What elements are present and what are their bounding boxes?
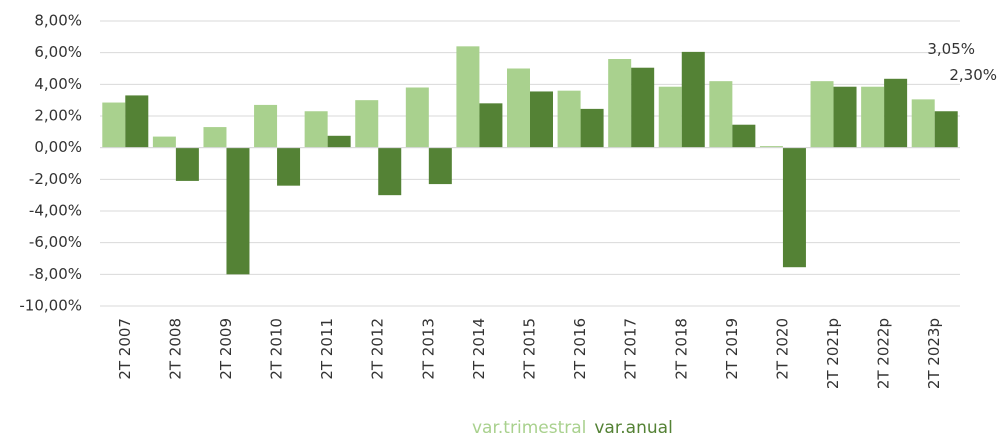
bar — [884, 78, 908, 148]
bar — [709, 81, 733, 148]
x-tick-label: 2T 2016 — [571, 318, 589, 380]
legend-entry: var.trimestral — [472, 418, 586, 438]
y-tick-label: -2,00% — [29, 170, 82, 188]
x-tick-label: 2T 2011 — [318, 318, 336, 380]
bar — [175, 147, 199, 181]
x-tick-label: 2T 2012 — [369, 318, 387, 380]
x-tick-label: 2T 2020 — [773, 318, 791, 380]
x-tick-label: 2T 2019 — [723, 318, 741, 380]
bar — [102, 102, 126, 148]
bar — [254, 104, 278, 148]
bar — [530, 91, 553, 148]
x-tick-label: 2T 2007 — [116, 318, 134, 380]
y-tick-label: -10,00% — [19, 297, 82, 315]
bar — [759, 146, 783, 148]
bar — [277, 147, 301, 186]
bar — [226, 147, 250, 275]
legend-entry: var.anual — [594, 418, 672, 438]
bar — [580, 108, 604, 148]
y-tick-label: -8,00% — [29, 265, 82, 283]
bar — [327, 135, 351, 148]
value-label: 2,30% — [949, 66, 997, 84]
bar — [833, 86, 857, 148]
bar — [608, 59, 632, 148]
bar — [507, 68, 530, 148]
bar — [479, 103, 503, 148]
bar — [456, 46, 480, 148]
x-tick-label: 2T 2015 — [521, 318, 539, 380]
bar — [378, 147, 402, 196]
bar — [861, 86, 885, 148]
y-tick-label: 0,00% — [34, 138, 82, 156]
x-tick-label: 2T 2021p — [824, 318, 842, 389]
bar — [782, 147, 806, 268]
bar — [631, 67, 655, 148]
x-tick-label: 2T 2018 — [672, 318, 690, 380]
x-tick-label: 2T 2008 — [166, 318, 184, 380]
bar — [810, 81, 834, 148]
y-tick-label: -4,00% — [29, 202, 82, 220]
x-tick-label: 2T 2010 — [268, 318, 286, 380]
x-tick-label: 2T 2013 — [419, 318, 437, 380]
bar — [911, 99, 935, 148]
bar — [152, 136, 176, 148]
bar — [304, 111, 328, 148]
y-tick-label: -6,00% — [29, 233, 82, 251]
bar — [557, 90, 581, 148]
bar — [355, 100, 379, 148]
bar — [658, 86, 682, 148]
x-tick-label: 2T 2017 — [622, 318, 640, 380]
value-label: 3,05% — [927, 40, 975, 58]
x-tick-label: 2T 2009 — [217, 318, 235, 380]
x-tick-label: 2T 2014 — [470, 318, 488, 380]
x-tick-label: 2T 2022p — [875, 318, 893, 389]
y-tick-label: 8,00% — [34, 12, 82, 30]
x-tick-label: 2T 2023p — [925, 318, 943, 389]
bar — [125, 95, 149, 148]
y-tick-label: 4,00% — [34, 75, 82, 93]
bar — [681, 51, 705, 148]
y-tick-label: 2,00% — [34, 107, 82, 125]
bar — [934, 111, 958, 148]
bar — [428, 147, 452, 185]
bar — [405, 87, 429, 148]
y-tick-label: 6,00% — [34, 43, 82, 61]
bar — [203, 127, 227, 148]
bar — [732, 124, 756, 148]
